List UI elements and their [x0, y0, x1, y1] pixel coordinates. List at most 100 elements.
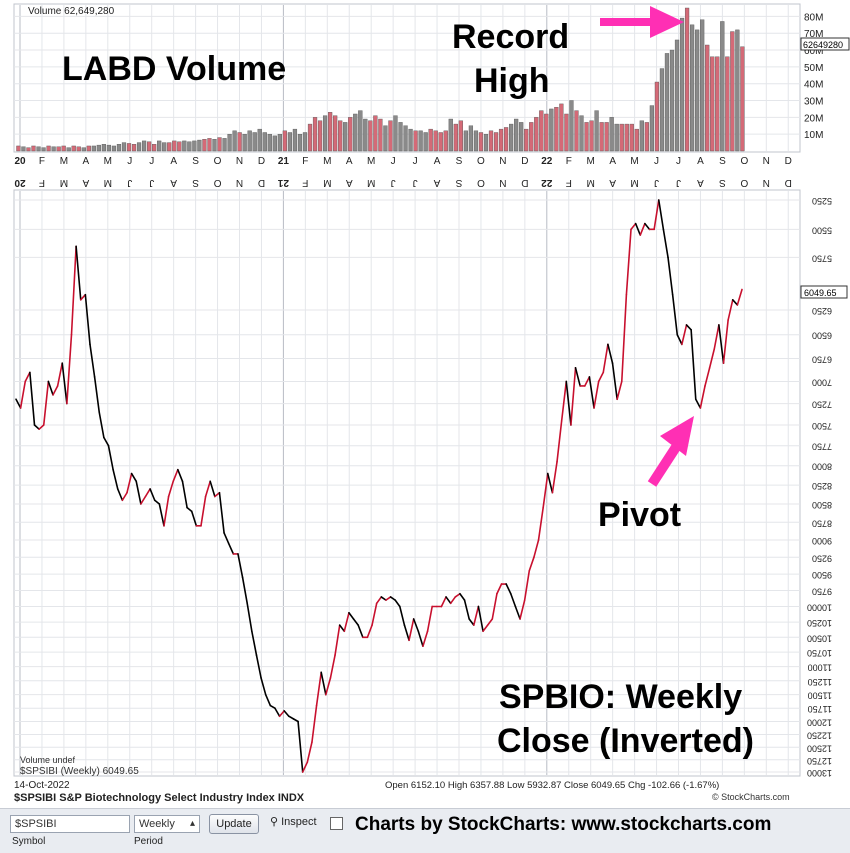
volume-y-tick: 30M	[804, 97, 823, 108]
price-segment	[209, 480, 216, 498]
price-segment	[546, 472, 554, 494]
price-segment	[644, 222, 651, 231]
price-segment	[542, 472, 549, 509]
price-segment	[422, 630, 429, 648]
price-segment	[505, 583, 512, 595]
volume-bar	[493, 132, 499, 152]
x-tick-label: S	[456, 156, 463, 167]
price-y-tick: 6750	[812, 355, 832, 365]
price-y-tick: 9250	[812, 553, 832, 563]
x-tick-label: M	[630, 156, 638, 167]
x-tick-label: A	[83, 156, 90, 167]
x-tick-label-mirrored: N	[499, 177, 506, 188]
volume-bar	[639, 120, 644, 152]
inspect-checkbox[interactable]	[330, 817, 343, 830]
volume-bar	[624, 123, 629, 152]
symbol-input[interactable]: $SPSIBI	[10, 815, 130, 833]
volume-bar	[358, 110, 363, 152]
ohlc-readout: Open 6152.10 High 6357.88 Low 5932.87 Cl…	[385, 780, 719, 791]
volume-bar	[674, 39, 680, 152]
x-tick-label-mirrored: S	[455, 177, 462, 188]
update-button[interactable]: Update	[209, 814, 259, 834]
x-tick-label-mirrored: F	[302, 177, 308, 188]
price-y-tick: 9750	[812, 587, 832, 597]
volume-bar	[544, 113, 549, 152]
volume-bar	[172, 140, 177, 152]
volume-bar	[338, 120, 343, 152]
x-tick-label-mirrored: M	[104, 177, 112, 188]
volume-bar	[378, 118, 383, 152]
price-segment	[306, 741, 313, 764]
price-segment	[616, 380, 623, 401]
price-segment	[685, 324, 692, 331]
volume-bar	[277, 133, 282, 152]
x-tick-label: A	[434, 156, 441, 167]
price-segment	[288, 715, 295, 720]
x-tick-label: D	[785, 156, 792, 167]
symbol-label: Symbol	[12, 836, 46, 847]
volume-y-tick: 40M	[804, 80, 823, 91]
price-segment	[116, 488, 124, 502]
price-segment	[315, 671, 322, 707]
price-segment	[533, 539, 540, 559]
legend-series: $SPSIBI (Weekly) 6049.65	[20, 766, 139, 777]
x-tick-label-mirrored: N	[236, 177, 243, 188]
price-segment	[496, 583, 503, 595]
price-segment	[708, 348, 716, 369]
price-segment	[121, 491, 128, 502]
price-segment	[255, 654, 262, 679]
volume-bar	[503, 127, 509, 152]
price-segment	[634, 222, 642, 236]
price-segment	[320, 671, 327, 696]
volume-bar	[529, 122, 534, 152]
price-segment	[690, 329, 697, 401]
price-segment	[348, 611, 355, 620]
volume-bar	[448, 118, 453, 152]
price-segment	[343, 611, 350, 633]
price-segment	[445, 596, 452, 605]
volume-bar	[76, 146, 81, 152]
volume-bar	[267, 133, 272, 152]
price-y-tick: 7000	[812, 377, 832, 387]
price-y-tick: 10250	[807, 618, 832, 628]
volume-bar	[21, 146, 26, 152]
price-segment	[468, 618, 475, 626]
period-select[interactable]: Weekly ▴	[134, 815, 200, 833]
volume-y-axis: 80M 70M 60M 50M 40M 30M 20M 10M	[804, 12, 823, 141]
volume-bar	[353, 113, 358, 152]
price-segment	[625, 228, 632, 296]
volume-bar	[604, 122, 609, 152]
volume-bar	[36, 146, 41, 152]
price-segment	[15, 398, 22, 409]
price-segment	[237, 553, 244, 579]
volume-bar	[669, 49, 675, 152]
price-y-tick: 13000	[807, 768, 832, 778]
price-segment	[667, 256, 674, 296]
price-y-tick: 5500	[812, 225, 832, 235]
volume-bar	[86, 145, 91, 152]
volume-bar	[564, 113, 569, 152]
price-segment	[486, 618, 494, 626]
x-tick-label: O	[477, 156, 485, 167]
x-tick-label-mirrored: J	[654, 177, 659, 188]
x-tick-label-mirrored: 21	[277, 177, 289, 188]
volume-bar	[514, 118, 519, 152]
volume-bar	[433, 130, 438, 152]
price-y-tick: 7750	[812, 442, 832, 452]
price-segment	[528, 556, 535, 572]
volume-value-tag: 62649280	[800, 37, 850, 51]
price-segment	[107, 444, 114, 471]
x-tick-label-mirrored: J	[149, 177, 154, 188]
volume-bar	[46, 145, 51, 152]
price-segment	[218, 491, 225, 534]
volume-bar	[418, 130, 423, 152]
price-segment	[61, 362, 68, 405]
volume-bar	[463, 130, 468, 152]
price-segment	[718, 324, 725, 364]
chart-date: 14-Oct-2022	[14, 780, 70, 791]
price-segment	[292, 718, 299, 723]
price-segment	[311, 704, 318, 743]
price-segment	[704, 367, 711, 387]
volume-bar	[403, 125, 408, 152]
x-tick-label: J	[391, 156, 396, 167]
